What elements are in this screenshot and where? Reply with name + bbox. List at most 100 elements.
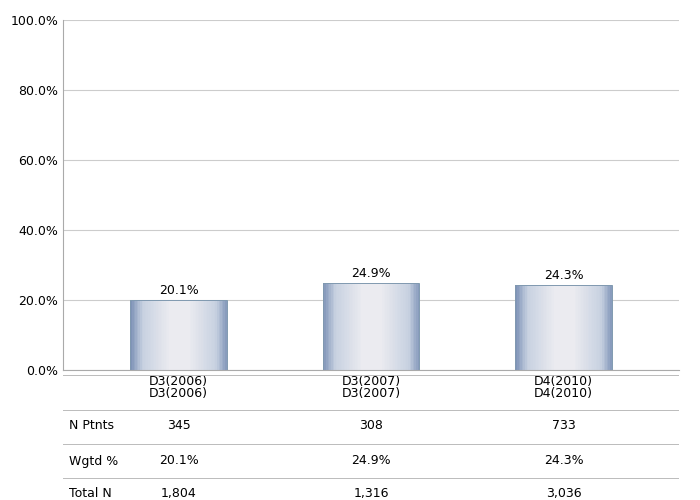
Bar <box>150 300 151 370</box>
Bar <box>132 300 134 370</box>
Bar <box>542 285 545 370</box>
Bar <box>517 285 519 370</box>
Bar <box>587 285 589 370</box>
Bar <box>386 283 387 370</box>
Bar <box>414 283 416 370</box>
Bar <box>549 285 551 370</box>
Bar <box>578 285 580 370</box>
Text: 24.3%: 24.3% <box>544 454 583 468</box>
Bar <box>363 283 365 370</box>
Bar <box>413 283 414 370</box>
Bar <box>185 300 187 370</box>
Bar <box>164 300 166 370</box>
Bar <box>551 285 552 370</box>
Bar <box>610 285 612 370</box>
Text: 3,036: 3,036 <box>546 487 581 500</box>
Bar <box>515 285 612 370</box>
Bar <box>204 300 206 370</box>
Bar <box>368 283 370 370</box>
Text: D4(2010): D4(2010) <box>534 387 593 400</box>
Bar <box>183 300 185 370</box>
Bar <box>560 285 562 370</box>
Bar <box>332 283 335 370</box>
Bar <box>405 283 407 370</box>
Bar <box>161 300 162 370</box>
Bar <box>169 300 171 370</box>
Bar <box>325 283 326 370</box>
Bar <box>568 285 570 370</box>
Bar <box>167 300 169 370</box>
Text: 308: 308 <box>359 420 383 432</box>
Text: 733: 733 <box>552 420 575 432</box>
Text: 24.3%: 24.3% <box>544 269 583 282</box>
Bar <box>175 300 177 370</box>
Bar <box>520 285 522 370</box>
Text: 20.1%: 20.1% <box>159 284 198 297</box>
Bar <box>336 283 337 370</box>
Bar <box>153 300 155 370</box>
Bar <box>538 285 540 370</box>
Bar <box>570 285 572 370</box>
Bar <box>134 300 135 370</box>
Bar <box>174 300 176 370</box>
Bar <box>395 283 397 370</box>
Bar <box>136 300 139 370</box>
Bar <box>416 283 418 370</box>
Bar <box>339 283 341 370</box>
Bar <box>217 300 219 370</box>
Bar <box>554 285 556 370</box>
Bar <box>188 300 190 370</box>
Bar <box>323 283 419 370</box>
Bar <box>195 300 196 370</box>
Text: 1,316: 1,316 <box>354 487 388 500</box>
Bar <box>191 300 193 370</box>
Bar <box>216 300 217 370</box>
Bar <box>564 285 566 370</box>
Bar <box>592 285 594 370</box>
Bar <box>354 283 355 370</box>
Bar <box>603 285 606 370</box>
Bar <box>601 285 602 370</box>
Bar <box>575 285 577 370</box>
Bar <box>379 283 381 370</box>
Bar <box>328 283 330 370</box>
Bar <box>400 283 402 370</box>
Bar <box>559 285 561 370</box>
Text: D3(2006): D3(2006) <box>149 387 208 400</box>
Bar <box>608 285 610 370</box>
Bar <box>406 283 408 370</box>
Bar <box>340 283 342 370</box>
Bar <box>155 300 156 370</box>
Bar <box>591 285 593 370</box>
Bar <box>602 285 604 370</box>
Bar <box>582 285 584 370</box>
Bar <box>356 283 358 370</box>
Bar <box>130 300 132 370</box>
Bar <box>220 300 222 370</box>
Text: 345: 345 <box>167 420 190 432</box>
Bar <box>160 300 161 370</box>
Bar <box>411 283 413 370</box>
Text: Wgtd %: Wgtd % <box>69 454 118 468</box>
Bar <box>130 300 227 370</box>
Bar <box>387 283 388 370</box>
Bar <box>526 285 528 370</box>
Bar <box>556 285 557 370</box>
Bar <box>225 300 227 370</box>
Bar <box>393 283 395 370</box>
Bar <box>576 285 578 370</box>
Bar <box>180 300 182 370</box>
Bar <box>565 285 567 370</box>
Bar <box>358 283 360 370</box>
Bar <box>365 283 366 370</box>
Bar <box>156 300 158 370</box>
Bar <box>177 300 178 370</box>
Bar <box>389 283 391 370</box>
Bar <box>607 285 608 370</box>
Text: N Ptnts: N Ptnts <box>69 420 114 432</box>
Bar <box>531 285 533 370</box>
Bar <box>361 283 363 370</box>
Bar <box>337 283 339 370</box>
Bar <box>347 283 349 370</box>
Bar <box>141 300 144 370</box>
